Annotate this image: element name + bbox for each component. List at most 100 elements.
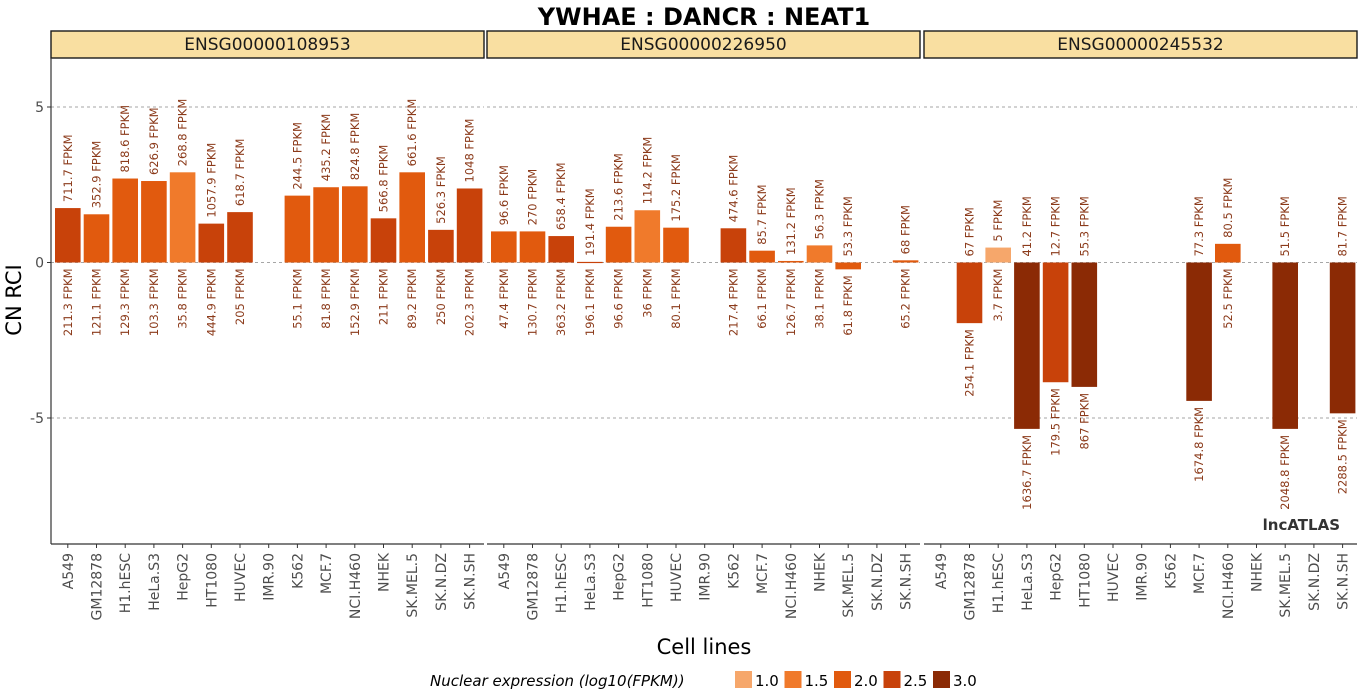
x-tick-label: A549: [61, 553, 77, 589]
y-tick-label: 0: [35, 256, 44, 272]
facet-strip-label: ENSG00000226950: [620, 35, 786, 55]
data-label-bottom: 65.2 FPKM: [899, 269, 913, 329]
data-label-bottom: 179.5 FPKM: [1049, 388, 1063, 456]
x-tick-label: MCF.7: [1192, 553, 1208, 594]
data-label-top: 96.6 FPKM: [497, 165, 511, 225]
x-axis-title: Cell lines: [657, 635, 752, 659]
bar: [548, 236, 574, 263]
data-label-top: 191.4 FPKM: [583, 188, 597, 256]
data-label-top: 526.3 FPKM: [434, 156, 448, 224]
facet-panel: ENSG00000245532 A549 GM12878 67 FPKM 254.1 F…: [923, 30, 1358, 620]
data-label-top: 53.3 FPKM: [841, 196, 855, 256]
x-tick-label: HUVEC: [233, 553, 249, 602]
data-label-top: 80.5 FPKM: [1221, 178, 1235, 238]
bar: [720, 228, 747, 263]
bar: [1042, 262, 1069, 383]
data-label-top: 435.2 FPKM: [319, 114, 333, 182]
data-label-top: 618.7 FPKM: [233, 139, 247, 207]
bar: [313, 187, 339, 263]
data-label-bottom: 2048.8 FPKM: [1278, 435, 1292, 510]
x-tick-label: K562: [290, 553, 306, 589]
legend-swatch: [933, 671, 950, 688]
x-tick-label: A549: [497, 553, 513, 589]
facet-panels: ENSG00000108953 A549 711.7 FPKM 211.3 FPKM G…: [50, 30, 1358, 620]
x-tick-label: IMR.90: [262, 553, 278, 601]
data-label-top: 626.9 FPKM: [147, 107, 161, 175]
bar: [985, 247, 1011, 263]
data-label-bottom: 3.7 FPKM: [991, 268, 1005, 321]
x-tick-label: H1.hESC: [991, 553, 1007, 613]
x-tick-label: H1.hESC: [554, 553, 570, 613]
data-label-bottom: 47.4 FPKM: [497, 269, 511, 329]
x-tick-label: SK.MEL.5: [841, 553, 857, 618]
x-tick-label: HeLa.S3: [583, 553, 599, 611]
data-label-top: 81.7 FPKM: [1336, 196, 1350, 256]
x-tick-label: NHEK: [813, 552, 829, 592]
bar: [169, 172, 196, 263]
data-label-bottom: 1636.7 FPKM: [1020, 435, 1034, 510]
data-label-bottom: 2288.5 FPKM: [1336, 419, 1350, 494]
data-label-top: 270 FPKM: [526, 169, 540, 226]
bar: [749, 250, 775, 263]
x-tick-label: MCF.7: [319, 553, 335, 594]
data-label-bottom: 81.8 FPKM: [319, 269, 333, 329]
x-tick-label: GM12878: [90, 553, 106, 620]
x-tick-label: NCI.H460: [784, 553, 800, 619]
bar: [342, 186, 368, 263]
data-label-top: 661.6 FPKM: [405, 99, 419, 167]
x-tick-label: IMR.90: [698, 553, 714, 601]
facet-strip-label: ENSG00000245532: [1057, 35, 1223, 55]
x-tick-label: MCF.7: [755, 553, 771, 594]
x-tick-label: HepG2: [176, 553, 192, 601]
data-label-top: 175.2 FPKM: [669, 154, 683, 222]
data-label-top: 67 FPKM: [963, 207, 977, 256]
x-tick-label: NCI.H460: [348, 553, 364, 619]
data-label-top: 114.2 FPKM: [640, 137, 654, 205]
data-label-top: 77.3 FPKM: [1192, 196, 1206, 256]
data-label-bottom: 130.7 FPKM: [526, 269, 540, 337]
bar: [55, 208, 81, 263]
x-tick-label: SK.N.SH: [1336, 553, 1352, 610]
bar: [835, 262, 861, 270]
facet-strip: [923, 30, 1358, 59]
x-tick-label: SK.N.DZ: [870, 553, 886, 611]
data-label-bottom: 217.4 FPKM: [726, 269, 740, 337]
bar: [577, 261, 603, 264]
bar: [663, 227, 689, 263]
bar: [1071, 262, 1098, 387]
x-tick-label: HeLa.S3: [147, 553, 163, 611]
legend-label: 2.0: [854, 672, 878, 690]
legend-swatch: [784, 671, 802, 688]
facet-panel: ENSG00000226950 A549 96.6 FPKM 47.4 FPKM GM1…: [486, 30, 921, 620]
data-label-bottom: 129.3 FPKM: [118, 269, 132, 337]
x-tick-label: HUVEC: [669, 553, 685, 602]
data-label-bottom: 867 FPKM: [1077, 393, 1091, 450]
facet-panel: ENSG00000108953 A549 711.7 FPKM 211.3 FPKM G…: [50, 30, 485, 620]
x-tick-label: HUVEC: [1106, 553, 1122, 602]
chart-title: YWHAE : DANCR : NEAT1: [537, 3, 870, 31]
x-tick-label: HT1080: [640, 553, 656, 608]
facet-strip: [486, 30, 921, 59]
data-label-top: 213.6 FPKM: [612, 153, 626, 221]
bar: [806, 245, 833, 263]
x-tick-label: HT1080: [1077, 553, 1093, 608]
data-label-bottom: 211 FPKM: [377, 269, 391, 326]
data-label-bottom: 363.2 FPKM: [554, 269, 568, 337]
bar: [456, 188, 483, 263]
data-label-top: 5 FPKM: [991, 200, 1005, 242]
data-label-bottom: 211.3 FPKM: [61, 269, 75, 337]
data-label-bottom: 1674.8 FPKM: [1192, 407, 1206, 482]
bar: [370, 218, 397, 263]
y-axis-title: CN RCI: [2, 264, 26, 335]
data-label-bottom: 52.5 FPKM: [1221, 269, 1235, 329]
bar: [198, 223, 225, 263]
facet-strip: [50, 30, 485, 59]
data-label-top: 131.2 FPKM: [784, 187, 798, 255]
data-label-top: 51.5 FPKM: [1278, 196, 1292, 256]
legend-label: 1.5: [805, 672, 829, 690]
data-label-top: 658.4 FPKM: [554, 162, 568, 230]
data-label-bottom: 35.8 FPKM: [176, 269, 190, 329]
bar: [428, 229, 454, 263]
bar: [956, 262, 983, 324]
bar: [83, 214, 110, 263]
